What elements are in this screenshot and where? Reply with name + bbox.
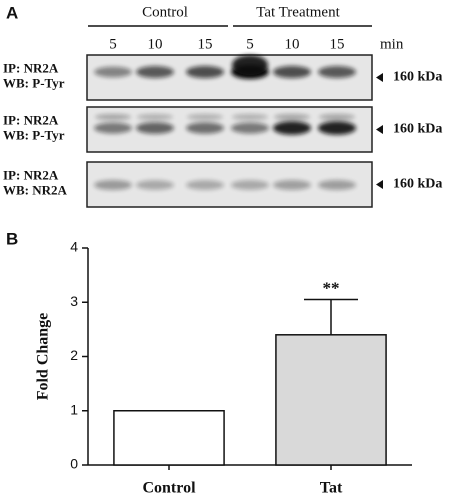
- band: [94, 66, 132, 78]
- blot: [86, 54, 373, 101]
- marker-arrow: [376, 180, 383, 189]
- time-label: 5: [109, 36, 117, 52]
- band: [232, 114, 268, 120]
- time-unit: min: [380, 36, 404, 52]
- error-bar: [304, 298, 358, 335]
- x-tick-label: Control: [142, 480, 196, 497]
- time-label: 15: [198, 36, 213, 52]
- band: [318, 180, 356, 190]
- marker-arrow: [376, 125, 383, 134]
- marker-label: 160 kDa: [393, 122, 442, 137]
- time-label: 10: [148, 36, 163, 52]
- band: [273, 121, 311, 135]
- time-label: 10: [285, 36, 300, 52]
- y-tick-label: 3: [70, 293, 78, 309]
- y-tick-label: 1: [70, 401, 78, 417]
- band: [319, 114, 355, 120]
- bar: [113, 410, 225, 466]
- blot-wb: WB: NR2A: [3, 182, 68, 197]
- panel-label: B: [6, 229, 18, 248]
- band: [273, 180, 311, 190]
- group-label: Control: [142, 4, 188, 20]
- band: [136, 180, 174, 190]
- marker-label: 160 kDa: [393, 70, 442, 85]
- panel-label: A: [6, 3, 18, 22]
- band: [273, 65, 311, 79]
- band: [136, 122, 174, 134]
- band: [318, 66, 356, 78]
- blot-ip: IP: NR2A: [3, 60, 59, 75]
- group-label: Tat Treatment: [256, 4, 340, 20]
- band: [186, 65, 224, 79]
- marker-arrow: [376, 73, 383, 82]
- x-tick-label: Tat: [320, 480, 343, 497]
- band: [137, 114, 173, 120]
- y-axis-label: Fold Change: [35, 313, 52, 401]
- band: [187, 114, 223, 120]
- blot-ip: IP: NR2A: [3, 112, 59, 127]
- band: [231, 122, 269, 134]
- band: [136, 66, 174, 78]
- band: [186, 180, 224, 190]
- band: [231, 180, 269, 190]
- band: [94, 179, 132, 191]
- blot-wb: WB: P-Tyr: [3, 127, 65, 142]
- band: [318, 121, 356, 135]
- band: [186, 122, 224, 134]
- marker-label: 160 kDa: [393, 177, 442, 192]
- y-tick-label: 4: [70, 239, 78, 255]
- significance: **: [323, 278, 340, 297]
- band: [94, 122, 132, 134]
- band: [95, 114, 131, 120]
- y-tick-label: 2: [70, 347, 78, 363]
- blot-ip: IP: NR2A: [3, 167, 59, 182]
- blot-wb: WB: P-Tyr: [3, 75, 65, 90]
- bar: [275, 334, 387, 466]
- time-label: 5: [246, 36, 254, 52]
- band: [274, 114, 310, 120]
- time-label: 15: [330, 36, 345, 52]
- y-tick-label: 0: [70, 456, 78, 472]
- band: [232, 55, 268, 75]
